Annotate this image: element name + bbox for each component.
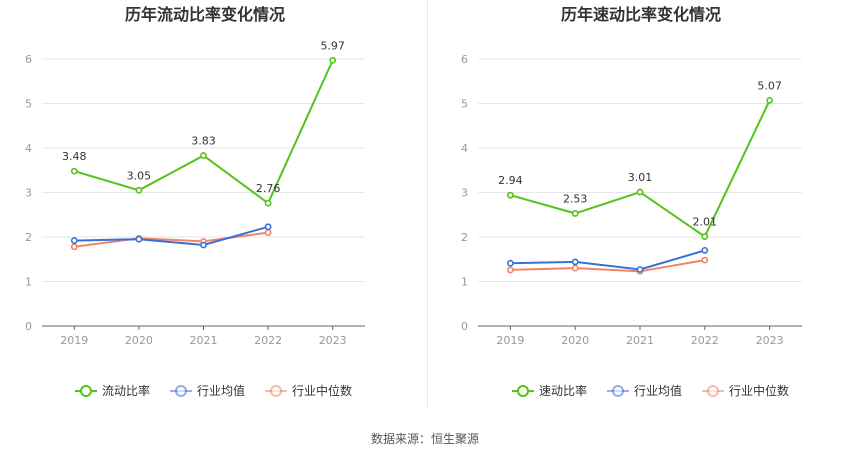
data-point[interactable]: [701, 246, 709, 254]
data-label: 2.01: [693, 216, 718, 229]
x-tick-label: 2020: [561, 334, 589, 347]
x-tick-label: 2021: [626, 334, 654, 347]
data-label: 2.53: [563, 192, 588, 205]
series-line: [74, 59, 334, 205]
series-line: [74, 225, 269, 247]
data-source-name: 恒生聚源: [431, 432, 480, 446]
data-point[interactable]: [70, 243, 78, 251]
legend-label: 行业均值: [634, 383, 682, 398]
data-point[interactable]: [571, 264, 579, 272]
y-tick-label: 6: [25, 53, 32, 66]
data-point[interactable]: [506, 259, 514, 267]
chart-1: 历年流动比率变化情况 0 1 2 3 4 5 6 2019 2020 2021 2022 2023 3.4…: [25, 5, 365, 398]
data-label: 3.01: [628, 171, 653, 184]
y-tick-label: 3: [25, 187, 32, 200]
chart-title: 历年流动比率变化情况: [125, 5, 285, 24]
legend-item-2[interactable]: 行业均值: [170, 383, 245, 398]
data-point[interactable]: [264, 223, 272, 231]
data-point[interactable]: [571, 258, 579, 266]
data-label: 2.94: [498, 174, 523, 187]
legend-label: 行业中位数: [292, 383, 352, 398]
data-point[interactable]: [701, 233, 709, 240]
legend-marker: [612, 385, 624, 397]
legend-item-3[interactable]: 行业中位数: [702, 383, 789, 398]
data-point[interactable]: [135, 235, 143, 243]
y-tick-label: 3: [461, 187, 468, 200]
y-tick-label: 6: [461, 53, 468, 66]
data-source-label: 数据来源：: [370, 432, 431, 446]
y-tick-label: 2: [461, 231, 468, 244]
legend-marker: [517, 385, 529, 397]
data-point[interactable]: [200, 152, 207, 159]
y-tick-label: 1: [461, 276, 468, 289]
legend-marker: [707, 385, 719, 397]
data-label: 5.97: [320, 39, 345, 52]
data-label: 3.48: [62, 150, 87, 163]
series-line: [510, 249, 706, 271]
chart-2: 历年速动比率变化情况 0 1 2 3 4 5 6 2019 2020 2021 2022 2023 2.9…: [461, 5, 802, 398]
y-tick-label: 0: [461, 320, 468, 333]
data-point[interactable]: [506, 191, 514, 199]
x-tick-label: 2023: [756, 334, 784, 347]
data-label: 5.07: [757, 79, 782, 92]
series-line: [74, 231, 269, 248]
data-point[interactable]: [571, 210, 579, 217]
data-point[interactable]: [70, 237, 78, 244]
panel-divider: [427, 0, 428, 408]
legend-marker: [270, 385, 282, 397]
y-tick-label: 1: [25, 276, 32, 289]
legend-item-3[interactable]: 行业中位数: [265, 383, 352, 398]
legend-label: 速动比率: [539, 383, 587, 398]
data-point[interactable]: [264, 229, 272, 236]
series-line: [510, 99, 771, 239]
x-tick-label: 2023: [319, 334, 347, 347]
data-point[interactable]: [135, 186, 143, 194]
legend-label: 流动比率: [102, 383, 150, 398]
legend-marker: [80, 385, 92, 397]
legend-label: 行业中位数: [729, 383, 789, 398]
legend-item-1[interactable]: 流动比率: [75, 383, 150, 398]
data-point[interactable]: [70, 167, 78, 175]
series-2: [70, 223, 272, 249]
x-tick-label: 2020: [125, 334, 153, 347]
legend-label: 行业均值: [197, 383, 245, 398]
data-point[interactable]: [200, 241, 207, 249]
x-tick-label: 2022: [254, 334, 282, 347]
y-tick-label: 0: [25, 320, 32, 333]
data-label: 2.76: [256, 182, 281, 195]
chart-title: 历年速动比率变化情况: [561, 5, 721, 24]
legend-item-1[interactable]: 速动比率: [512, 383, 587, 398]
y-tick-label: 2: [25, 231, 32, 244]
data-point[interactable]: [636, 266, 644, 273]
legend-item-2[interactable]: 行业均值: [607, 383, 682, 398]
x-tick-label: 2019: [496, 334, 524, 347]
data-point[interactable]: [636, 188, 644, 196]
y-tick-label: 5: [25, 98, 32, 111]
data-label: 3.83: [191, 135, 216, 148]
y-tick-label: 5: [461, 98, 468, 111]
series-line: [510, 259, 705, 273]
series-1: 3.48 3.05 3.83 2.76 5.97: [62, 39, 345, 207]
y-tick-label: 4: [461, 142, 468, 155]
data-point[interactable]: [264, 199, 272, 207]
data-label: 3.05: [127, 169, 152, 182]
x-tick-label: 2022: [691, 334, 719, 347]
x-tick-label: 2021: [190, 334, 218, 347]
data-point[interactable]: [329, 56, 337, 64]
data-source: 数据来源：恒生聚源: [0, 430, 850, 447]
legend-marker: [175, 385, 187, 397]
data-point[interactable]: [506, 266, 514, 274]
series-2: [506, 246, 709, 273]
series-1: 2.94 2.53 3.01 2.01 5.07: [498, 79, 782, 240]
x-tick-label: 2019: [60, 334, 88, 347]
y-tick-label: 4: [25, 142, 32, 155]
data-point[interactable]: [766, 96, 773, 104]
data-point[interactable]: [701, 256, 709, 264]
